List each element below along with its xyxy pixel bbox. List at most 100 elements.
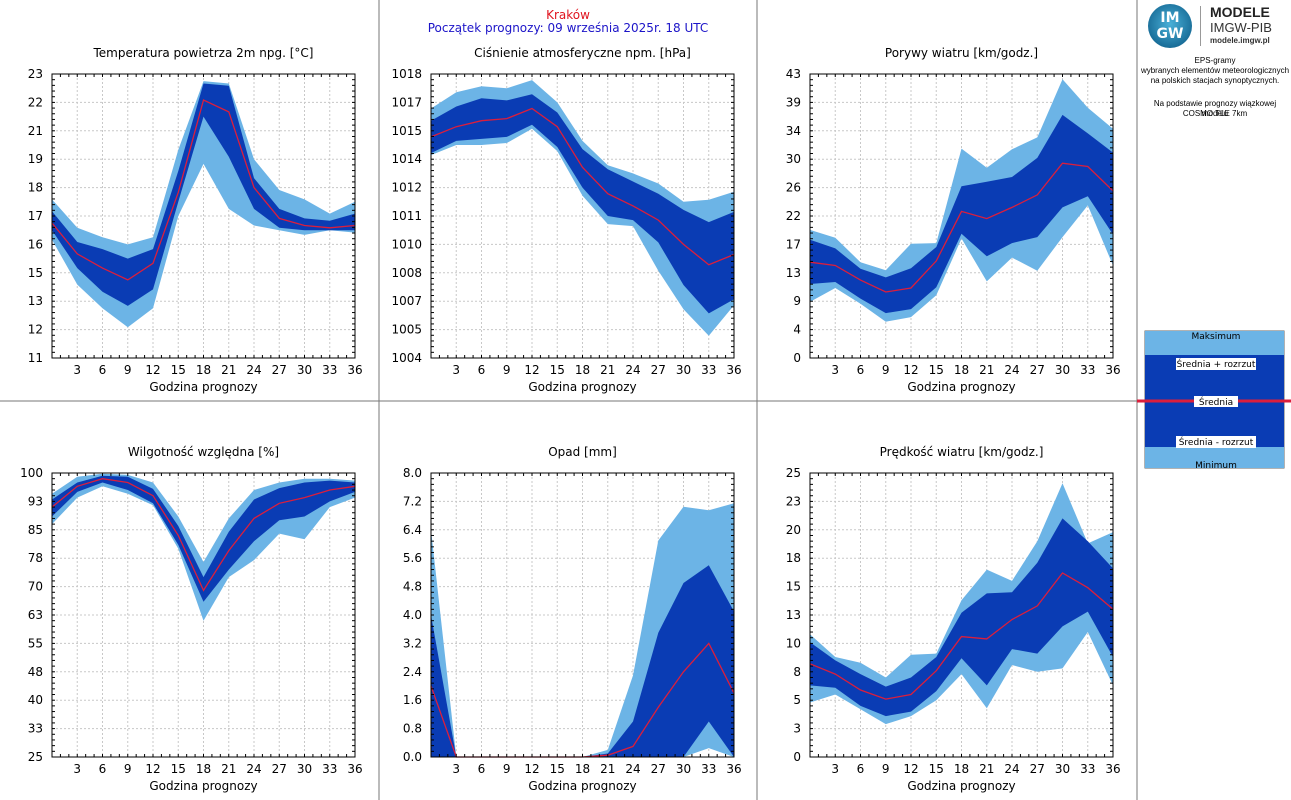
chart-title: Ciśnienie atmosferyczne npm. [hPa]	[474, 46, 691, 60]
y-tick-label: 18	[28, 181, 43, 195]
x-tick-label: 3	[452, 762, 460, 776]
x-tick-label: 24	[246, 363, 261, 377]
x-tick-label: 12	[524, 762, 539, 776]
mean-line	[809, 162, 1114, 293]
y-tick-label: 17	[28, 209, 43, 223]
y-tick-label: 6.4	[403, 523, 422, 537]
x-tick-label: 27	[1030, 762, 1045, 776]
x-tick-label: 24	[625, 363, 640, 377]
y-tick-label: 1012	[391, 181, 422, 195]
y-tick-label: 11	[28, 351, 43, 365]
x-tick-label: 27	[651, 762, 666, 776]
x-tick-label: 30	[297, 762, 312, 776]
x-axis-label: Godzina prognozy	[149, 380, 257, 394]
legend-band-min	[1145, 447, 1284, 468]
y-tick-label: 55	[28, 636, 43, 650]
y-tick-label: 1010	[391, 237, 422, 251]
x-tick-label: 24	[1004, 762, 1019, 776]
y-tick-label: 17	[786, 237, 801, 251]
y-tick-label: 19	[28, 152, 43, 166]
chart-humidity	[51, 472, 356, 758]
y-tick-label: 10	[786, 636, 801, 650]
legend-max: Maksimum	[1192, 332, 1241, 342]
x-tick-label: 27	[651, 363, 666, 377]
logo-separator	[1200, 6, 1201, 46]
band-mean-spread	[810, 114, 1113, 314]
x-tick-label: 36	[347, 762, 362, 776]
band-mean-spread	[431, 94, 734, 314]
y-tick-label: 15	[786, 580, 801, 594]
legend-plus: Średnia + rozrzut	[1177, 358, 1256, 370]
description-line: wybranych elementów meteorologicznych	[1140, 66, 1290, 75]
chart-wind	[809, 472, 1114, 758]
chart-title: Prędkość wiatru [km/godz.]	[880, 445, 1044, 459]
x-tick-label: 3	[73, 363, 81, 377]
y-tick-label: 0	[793, 750, 801, 764]
x-axis-label: Godzina prognozy	[149, 779, 257, 793]
mean-line	[809, 572, 1114, 700]
legend-band-max	[1145, 331, 1284, 355]
y-tick-label: 93	[28, 494, 43, 508]
band-min-max	[810, 483, 1113, 725]
x-tick-label: 36	[1105, 762, 1120, 776]
forecast-start: Początek prognozy: 09 września 2025r. 18…	[427, 21, 709, 35]
y-tick-label: 20	[786, 523, 801, 537]
x-tick-label: 21	[979, 762, 994, 776]
mean-line	[51, 478, 356, 592]
x-tick-label: 33	[1080, 363, 1095, 377]
y-tick-label: 48	[28, 665, 43, 679]
x-tick-label: 3	[831, 363, 839, 377]
y-tick-label: 39	[786, 95, 801, 109]
band-mean-spread	[431, 565, 734, 757]
x-tick-label: 21	[979, 363, 994, 377]
x-tick-label: 12	[903, 762, 918, 776]
chart-title: Wilgotność względna [%]	[128, 445, 279, 459]
x-tick-label: 12	[903, 363, 918, 377]
y-tick-label: 5.6	[403, 551, 422, 565]
y-tick-label: 85	[28, 523, 43, 537]
x-tick-label: 15	[171, 762, 186, 776]
band-mean-spread	[810, 518, 1113, 717]
y-tick-label: 78	[28, 551, 43, 565]
x-tick-label: 18	[575, 363, 590, 377]
x-tick-label: 3	[831, 762, 839, 776]
y-tick-label: 100	[20, 466, 43, 480]
y-tick-label: 22	[786, 209, 801, 223]
y-tick-label: 43	[786, 67, 801, 81]
y-tick-label: 4.8	[403, 580, 422, 594]
y-tick-label: 13	[786, 608, 801, 622]
x-tick-label: 24	[246, 762, 261, 776]
y-tick-label: 1.6	[403, 693, 422, 707]
chart-gusts	[809, 73, 1114, 359]
x-tick-label: 36	[726, 363, 741, 377]
x-tick-label: 21	[600, 762, 615, 776]
x-tick-label: 12	[145, 762, 160, 776]
y-tick-label: 12	[28, 323, 43, 337]
x-tick-label: 33	[701, 762, 716, 776]
x-tick-label: 30	[676, 762, 691, 776]
description-line: EPS-gramy	[1194, 56, 1236, 65]
x-tick-label: 6	[857, 762, 865, 776]
logo-title: MODELE	[1210, 4, 1270, 20]
x-tick-label: 21	[221, 363, 236, 377]
chart-precip	[430, 472, 735, 758]
logo-org: IMGW-PIB	[1210, 20, 1272, 35]
x-tick-label: 9	[124, 363, 132, 377]
y-tick-label: 21	[28, 124, 43, 138]
x-tick-label: 6	[99, 363, 107, 377]
x-tick-label: 33	[322, 363, 337, 377]
y-tick-label: 1018	[391, 67, 422, 81]
chart-title: Porywy wiatru [km/godz.]	[885, 46, 1038, 60]
legend-label-bg	[1176, 436, 1256, 448]
legend-minus: Średnia - rozrzut	[1179, 436, 1254, 448]
y-tick-label: 8	[793, 665, 801, 679]
y-tick-label: 63	[28, 608, 43, 622]
x-tick-label: 3	[73, 762, 81, 776]
x-tick-label: 27	[272, 363, 287, 377]
y-tick-label: 1014	[391, 152, 422, 166]
y-tick-label: 0.0	[403, 750, 422, 764]
x-tick-label: 15	[171, 363, 186, 377]
x-axis-label: Godzina prognozy	[907, 380, 1015, 394]
x-tick-label: 21	[600, 363, 615, 377]
